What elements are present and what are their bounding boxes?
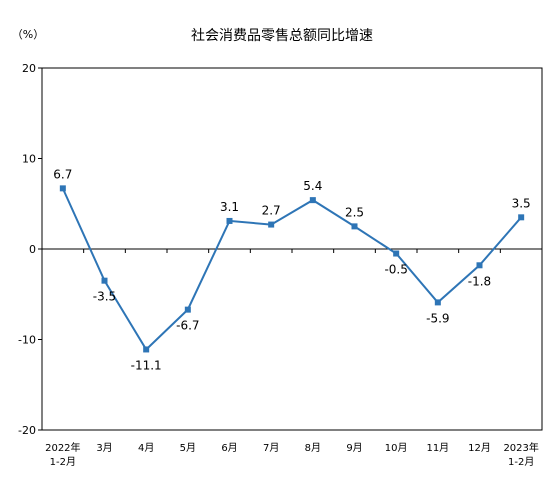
series-line bbox=[61, 187, 522, 352]
y-tick-label: -20 bbox=[18, 424, 36, 437]
data-label: -6.7 bbox=[176, 319, 199, 333]
data-point-marker bbox=[101, 277, 108, 284]
x-tick-label: 4月 bbox=[138, 442, 154, 454]
y-tick-label: -10 bbox=[18, 334, 36, 347]
data-label: 2.5 bbox=[345, 205, 364, 219]
data-point-marker bbox=[434, 299, 441, 306]
x-tick-label: 9月 bbox=[346, 442, 362, 454]
data-point-marker bbox=[59, 185, 66, 192]
y-tick-label: 0 bbox=[29, 243, 36, 256]
data-label: 5.4 bbox=[303, 179, 322, 193]
data-label: 3.5 bbox=[512, 196, 531, 210]
x-tick-label: 2022年 bbox=[45, 441, 80, 454]
x-tick-label: 5月 bbox=[180, 442, 196, 454]
data-point-marker bbox=[226, 217, 233, 224]
data-point-marker bbox=[518, 214, 525, 221]
x-tick-label: 7月 bbox=[263, 442, 279, 454]
data-label: -3.5 bbox=[93, 290, 116, 304]
data-label: -0.5 bbox=[384, 263, 407, 277]
x-tick-label: 12月 bbox=[468, 442, 491, 454]
y-tick-label: 10 bbox=[22, 153, 36, 166]
x-tick-label: 6月 bbox=[221, 442, 237, 454]
chart-axes: 20 10 0 -10 -20 2022年 1-2月 3月 4月 5月 6月 7月 8月 9月 10月 11月… bbox=[18, 62, 543, 468]
y-axis-unit-label: （%） bbox=[12, 28, 44, 41]
chart-title: 社会消费品零售总额同比增速 bbox=[191, 28, 373, 44]
data-point-marker bbox=[393, 250, 400, 257]
data-point-marker bbox=[351, 223, 358, 230]
data-label: 6.7 bbox=[53, 167, 72, 181]
data-point-marker bbox=[184, 306, 191, 313]
series-line-group bbox=[59, 185, 525, 353]
x-tick-label: 11月 bbox=[426, 442, 449, 454]
data-label: 3.1 bbox=[220, 200, 239, 214]
x-tick-label: 1-2月 bbox=[508, 456, 534, 468]
data-point-marker bbox=[143, 346, 150, 353]
y-tick-label: 20 bbox=[22, 62, 36, 75]
data-label: -11.1 bbox=[131, 358, 162, 372]
data-point-marker bbox=[268, 221, 275, 228]
data-label: 2.7 bbox=[262, 204, 281, 218]
x-tick-label: 2023年 bbox=[503, 441, 538, 454]
x-tick-label: 8月 bbox=[305, 442, 321, 454]
data-label: -5.9 bbox=[426, 311, 449, 325]
data-point-marker bbox=[309, 197, 316, 204]
x-tick-label: 3月 bbox=[96, 442, 112, 454]
x-tick-label: 1-2月 bbox=[50, 456, 76, 468]
data-point-marker bbox=[476, 262, 483, 269]
x-tick-label: 10月 bbox=[385, 442, 408, 454]
data-label-group: 6.7 -3.5 -11.1 -6.7 3.1 2.7 5.4 2.5 -0.5 -5.9 -1.8… bbox=[53, 167, 530, 372]
data-label: -1.8 bbox=[468, 274, 491, 288]
